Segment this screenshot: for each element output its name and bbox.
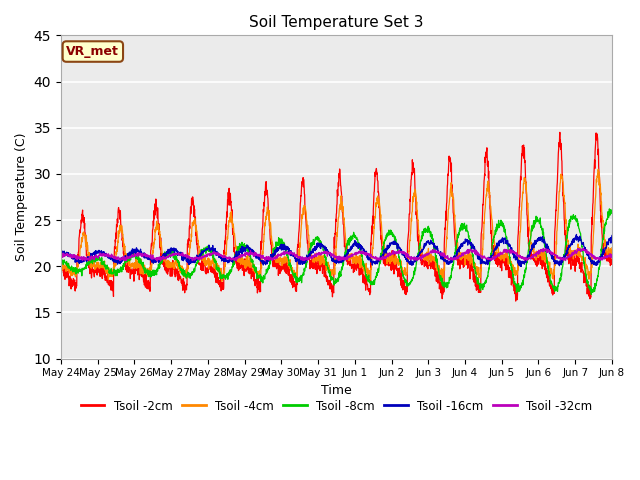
Line: Tsoil -16cm: Tsoil -16cm <box>61 234 612 266</box>
Line: Tsoil -4cm: Tsoil -4cm <box>61 169 612 281</box>
Tsoil -16cm <box>575 236 583 242</box>
Tsoil -32cm <box>365 252 372 258</box>
Tsoil -4cm <box>575 250 582 255</box>
Tsoil -8cm <box>559 258 567 264</box>
Line: Tsoil -2cm: Tsoil -2cm <box>61 132 612 301</box>
Tsoil -2cm <box>608 257 616 263</box>
Y-axis label: Soil Temperature (C): Soil Temperature (C) <box>15 132 28 261</box>
Tsoil -8cm <box>211 255 218 261</box>
Tsoil -16cm <box>57 252 65 257</box>
Legend: Tsoil -2cm, Tsoil -4cm, Tsoil -8cm, Tsoil -16cm, Tsoil -32cm: Tsoil -2cm, Tsoil -4cm, Tsoil -8cm, Tsoi… <box>76 395 597 417</box>
Tsoil -32cm <box>353 252 360 257</box>
Tsoil -16cm <box>608 233 616 239</box>
Tsoil -8cm <box>353 236 360 241</box>
Tsoil -32cm <box>211 251 219 257</box>
Tsoil -32cm <box>608 252 616 257</box>
Tsoil -32cm <box>154 258 161 264</box>
Tsoil -2cm <box>364 288 372 293</box>
Tsoil -4cm <box>353 257 360 263</box>
Tsoil -2cm <box>497 265 504 271</box>
Tsoil -16cm <box>353 240 360 245</box>
Tsoil -16cm <box>497 239 504 244</box>
Tsoil -4cm <box>559 186 567 192</box>
Tsoil -4cm <box>211 262 218 267</box>
Tsoil -8cm <box>364 278 372 284</box>
Title: Soil Temperature Set 3: Soil Temperature Set 3 <box>249 15 424 30</box>
Tsoil -16cm <box>364 257 372 263</box>
Tsoil -32cm <box>560 255 568 261</box>
Tsoil -32cm <box>57 252 65 257</box>
X-axis label: Time: Time <box>321 384 352 397</box>
Tsoil -4cm <box>497 257 504 263</box>
Tsoil -32cm <box>540 245 547 251</box>
Tsoil -4cm <box>57 263 65 269</box>
Tsoil -8cm <box>588 291 595 297</box>
Tsoil -16cm <box>559 254 567 260</box>
Tsoil -8cm <box>57 257 65 263</box>
Tsoil -2cm <box>211 272 218 278</box>
Tsoil -8cm <box>608 210 616 216</box>
Tsoil -4cm <box>218 278 226 284</box>
Tsoil -16cm <box>573 231 580 237</box>
Line: Tsoil -8cm: Tsoil -8cm <box>61 209 612 294</box>
Tsoil -2cm <box>560 198 568 204</box>
Tsoil -16cm <box>211 249 218 255</box>
Text: VR_met: VR_met <box>67 45 119 58</box>
Tsoil -16cm <box>518 264 525 269</box>
Tsoil -4cm <box>365 270 372 276</box>
Line: Tsoil -32cm: Tsoil -32cm <box>61 248 612 261</box>
Tsoil -4cm <box>595 167 602 172</box>
Tsoil -2cm <box>353 258 360 264</box>
Tsoil -4cm <box>608 245 616 251</box>
Tsoil -2cm <box>575 261 583 266</box>
Tsoil -2cm <box>512 298 520 304</box>
Tsoil -32cm <box>575 248 583 253</box>
Tsoil -8cm <box>575 223 582 229</box>
Tsoil -8cm <box>605 206 613 212</box>
Tsoil -2cm <box>556 130 564 135</box>
Tsoil -8cm <box>497 220 504 226</box>
Tsoil -2cm <box>57 269 65 275</box>
Tsoil -32cm <box>497 252 504 257</box>
